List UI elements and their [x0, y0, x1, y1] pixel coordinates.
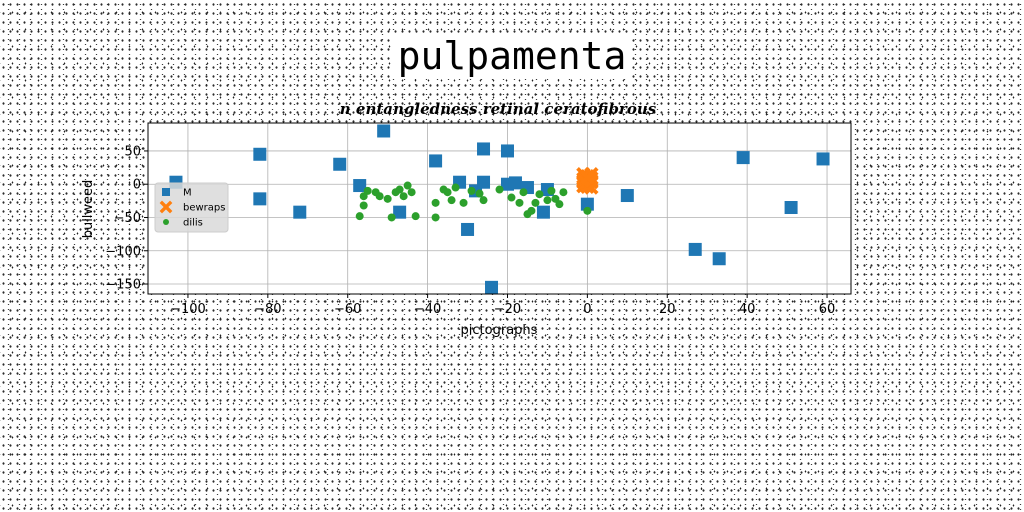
legend-marker: [163, 219, 169, 225]
data-point: [363, 186, 372, 195]
series-dilis: [355, 181, 592, 222]
data-point: [547, 186, 556, 195]
data-point: [403, 181, 412, 190]
legend-label: M: [183, 188, 192, 199]
data-point: [293, 205, 307, 219]
data-point: [543, 196, 552, 205]
legend-marker: [159, 200, 173, 214]
data-point: [736, 151, 750, 165]
data-point: [507, 193, 516, 202]
data-point: [688, 242, 702, 256]
data-point: [461, 222, 475, 236]
legend-label: bewraps: [183, 203, 225, 214]
data-point: [583, 206, 592, 215]
x-tick-label: −100: [170, 302, 206, 317]
data-point: [377, 124, 391, 138]
data-point: [253, 147, 267, 161]
data-point: [816, 152, 830, 166]
x-tick-label: 40: [739, 302, 756, 317]
y-tick-label: 50: [124, 144, 141, 159]
series-m: [169, 124, 830, 294]
data-point: [393, 205, 407, 219]
data-point: [515, 198, 524, 207]
plot-frame: [147, 122, 852, 295]
figure-title: pulpamenta: [0, 34, 1024, 78]
data-point: [508, 176, 522, 190]
data-point: [477, 142, 491, 156]
data-point: [333, 157, 347, 171]
y-tick-label: −150: [105, 278, 141, 293]
data-point: [479, 196, 488, 205]
x-tick-label: 60: [819, 302, 836, 317]
data-point: [531, 198, 540, 207]
data-point: [500, 144, 514, 158]
data-point: [475, 189, 484, 198]
x-tick-label: 20: [659, 302, 676, 317]
data-point: [443, 188, 452, 197]
data-point: [375, 192, 384, 201]
legend-marker: [162, 188, 170, 196]
data-point: [519, 188, 528, 197]
x-tick-label: −20: [494, 302, 521, 317]
data-point: [355, 212, 364, 221]
y-axis-ticks: −150 −100 −50 0 50: [105, 144, 148, 293]
legend-box: [154, 182, 229, 233]
data-point: [620, 189, 634, 203]
data-point: [527, 206, 536, 215]
data-point: [580, 197, 594, 211]
data-point: [407, 188, 416, 197]
y-tick-label: 0: [133, 178, 141, 193]
figure-title-text: pulpamenta: [391, 34, 633, 78]
data-points: [169, 124, 830, 294]
data-point: [429, 154, 443, 168]
data-point: [253, 192, 267, 206]
data-point: [353, 179, 367, 193]
data-point: [411, 212, 420, 221]
data-point: [431, 198, 440, 207]
data-point: [712, 252, 726, 266]
y-tick-label: −100: [105, 244, 141, 259]
chart-title: n entangledness retinal ceratofibrous: [340, 100, 657, 118]
y-axis-label: bullweed: [81, 180, 96, 239]
y-tick-label: −50: [114, 211, 141, 226]
x-tick-label: −40: [414, 302, 441, 317]
data-point: [580, 170, 595, 185]
data-point: [383, 194, 392, 203]
data-point: [459, 198, 468, 207]
data-point: [535, 190, 544, 199]
grid-lines: [148, 123, 851, 294]
x-axis-label: pictographs: [461, 323, 538, 338]
data-point: [536, 205, 550, 219]
x-tick-label: −80: [254, 302, 281, 317]
data-point: [559, 188, 568, 197]
data-point: [467, 186, 476, 195]
legend-label: dilis: [183, 218, 203, 229]
x-axis-ticks: −100 −80 −60 −40 −20 0 20 40 60: [170, 294, 835, 317]
data-point: [784, 201, 798, 215]
data-point: [485, 280, 499, 294]
data-point: [399, 192, 408, 201]
x-tick-label: 0: [583, 302, 591, 317]
data-point: [395, 185, 404, 194]
data-point: [555, 200, 564, 209]
data-point: [447, 196, 456, 205]
data-point: [495, 185, 504, 194]
data-point: [359, 201, 368, 210]
x-tick-label: −60: [334, 302, 361, 317]
data-point: [477, 175, 491, 189]
data-point: [387, 213, 396, 222]
data-point: [451, 183, 460, 192]
series-bewraps: [576, 167, 599, 195]
data-point: [431, 213, 440, 222]
